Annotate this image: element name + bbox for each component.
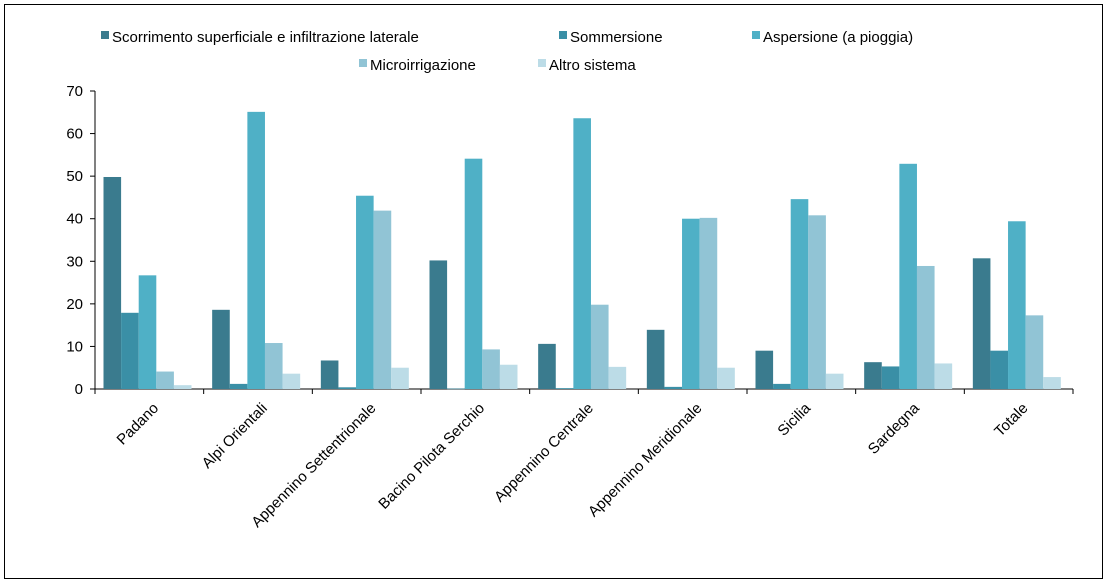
x-tick-label: Appennino Meridionale — [585, 400, 706, 521]
bar — [864, 362, 882, 389]
x-tick-label: Padano — [114, 400, 163, 449]
x-tick-label: Sardegna — [865, 399, 923, 457]
bar — [808, 215, 826, 389]
bar — [138, 275, 157, 389]
y-tick-label: 20 — [66, 296, 83, 313]
bar — [1025, 315, 1044, 389]
bars — [103, 111, 1061, 390]
bar — [429, 260, 448, 389]
legend-swatch — [101, 31, 109, 39]
legend-label: Sommersione — [570, 29, 663, 46]
bar — [1043, 377, 1061, 389]
legend-label: Microirrigazione — [370, 57, 476, 74]
bar — [447, 388, 465, 390]
bar — [373, 210, 392, 389]
bar — [916, 265, 935, 389]
bar — [573, 118, 591, 389]
bar — [212, 309, 230, 389]
bar — [538, 343, 556, 389]
bar — [482, 349, 500, 389]
y-axis: 0 10 20 30 40 50 60 70 — [66, 83, 96, 398]
bar — [899, 163, 917, 389]
y-tick-label: 0 — [75, 381, 83, 398]
bar — [103, 176, 122, 389]
x-tick-label: Appennino Centrale — [491, 400, 597, 506]
bar — [264, 343, 283, 389]
bar — [608, 366, 627, 389]
x-tick-label: Alpi Orientali — [199, 400, 271, 472]
legend-swatch — [359, 59, 367, 67]
bar — [555, 388, 574, 389]
legend-swatch — [752, 31, 760, 39]
bar — [646, 329, 665, 389]
bar — [173, 385, 192, 389]
bar — [391, 367, 409, 389]
bar — [356, 195, 374, 389]
bar — [825, 373, 844, 389]
bar — [755, 350, 774, 389]
x-tick-label: Bacino Pilota Serchio — [375, 400, 488, 513]
bar — [121, 312, 139, 389]
bar — [682, 218, 700, 389]
y-tick-label: 40 — [66, 211, 83, 228]
bar — [1008, 221, 1026, 389]
legend-label: Scorrimento superficiale e infiltrazione… — [112, 29, 419, 46]
bar — [773, 383, 791, 389]
y-tick-label: 70 — [66, 83, 83, 100]
x-tick-label: Totale — [991, 400, 1031, 440]
x-tick-label: Appennino Settentrionale — [248, 400, 379, 531]
bar — [229, 383, 248, 389]
bar — [717, 367, 735, 389]
bar — [338, 387, 357, 389]
y-tick-label: 30 — [66, 253, 83, 270]
bar — [699, 217, 718, 389]
legend: Scorrimento superficiale e infiltrazione… — [101, 29, 913, 74]
bar — [972, 258, 991, 389]
bar — [247, 111, 265, 390]
y-tick-label: 60 — [66, 126, 83, 143]
bar — [499, 364, 518, 389]
bar — [464, 158, 483, 389]
legend-label: Aspersione (a pioggia) — [763, 29, 913, 46]
bar — [990, 350, 1009, 389]
legend-swatch — [538, 59, 546, 67]
bar — [156, 371, 174, 389]
bar — [282, 373, 301, 389]
bar — [590, 304, 609, 389]
chart-frame — [4, 4, 1103, 579]
x-tick-label: Sicilia — [774, 399, 814, 439]
legend-label: Altro sistema — [549, 57, 636, 74]
bar — [664, 386, 683, 389]
bar — [320, 360, 339, 389]
bar — [934, 363, 953, 389]
y-tick-label: 50 — [66, 168, 83, 185]
legend-swatch — [559, 31, 567, 39]
bar — [881, 366, 900, 389]
bar — [790, 199, 809, 389]
y-tick-label: 10 — [66, 338, 83, 355]
